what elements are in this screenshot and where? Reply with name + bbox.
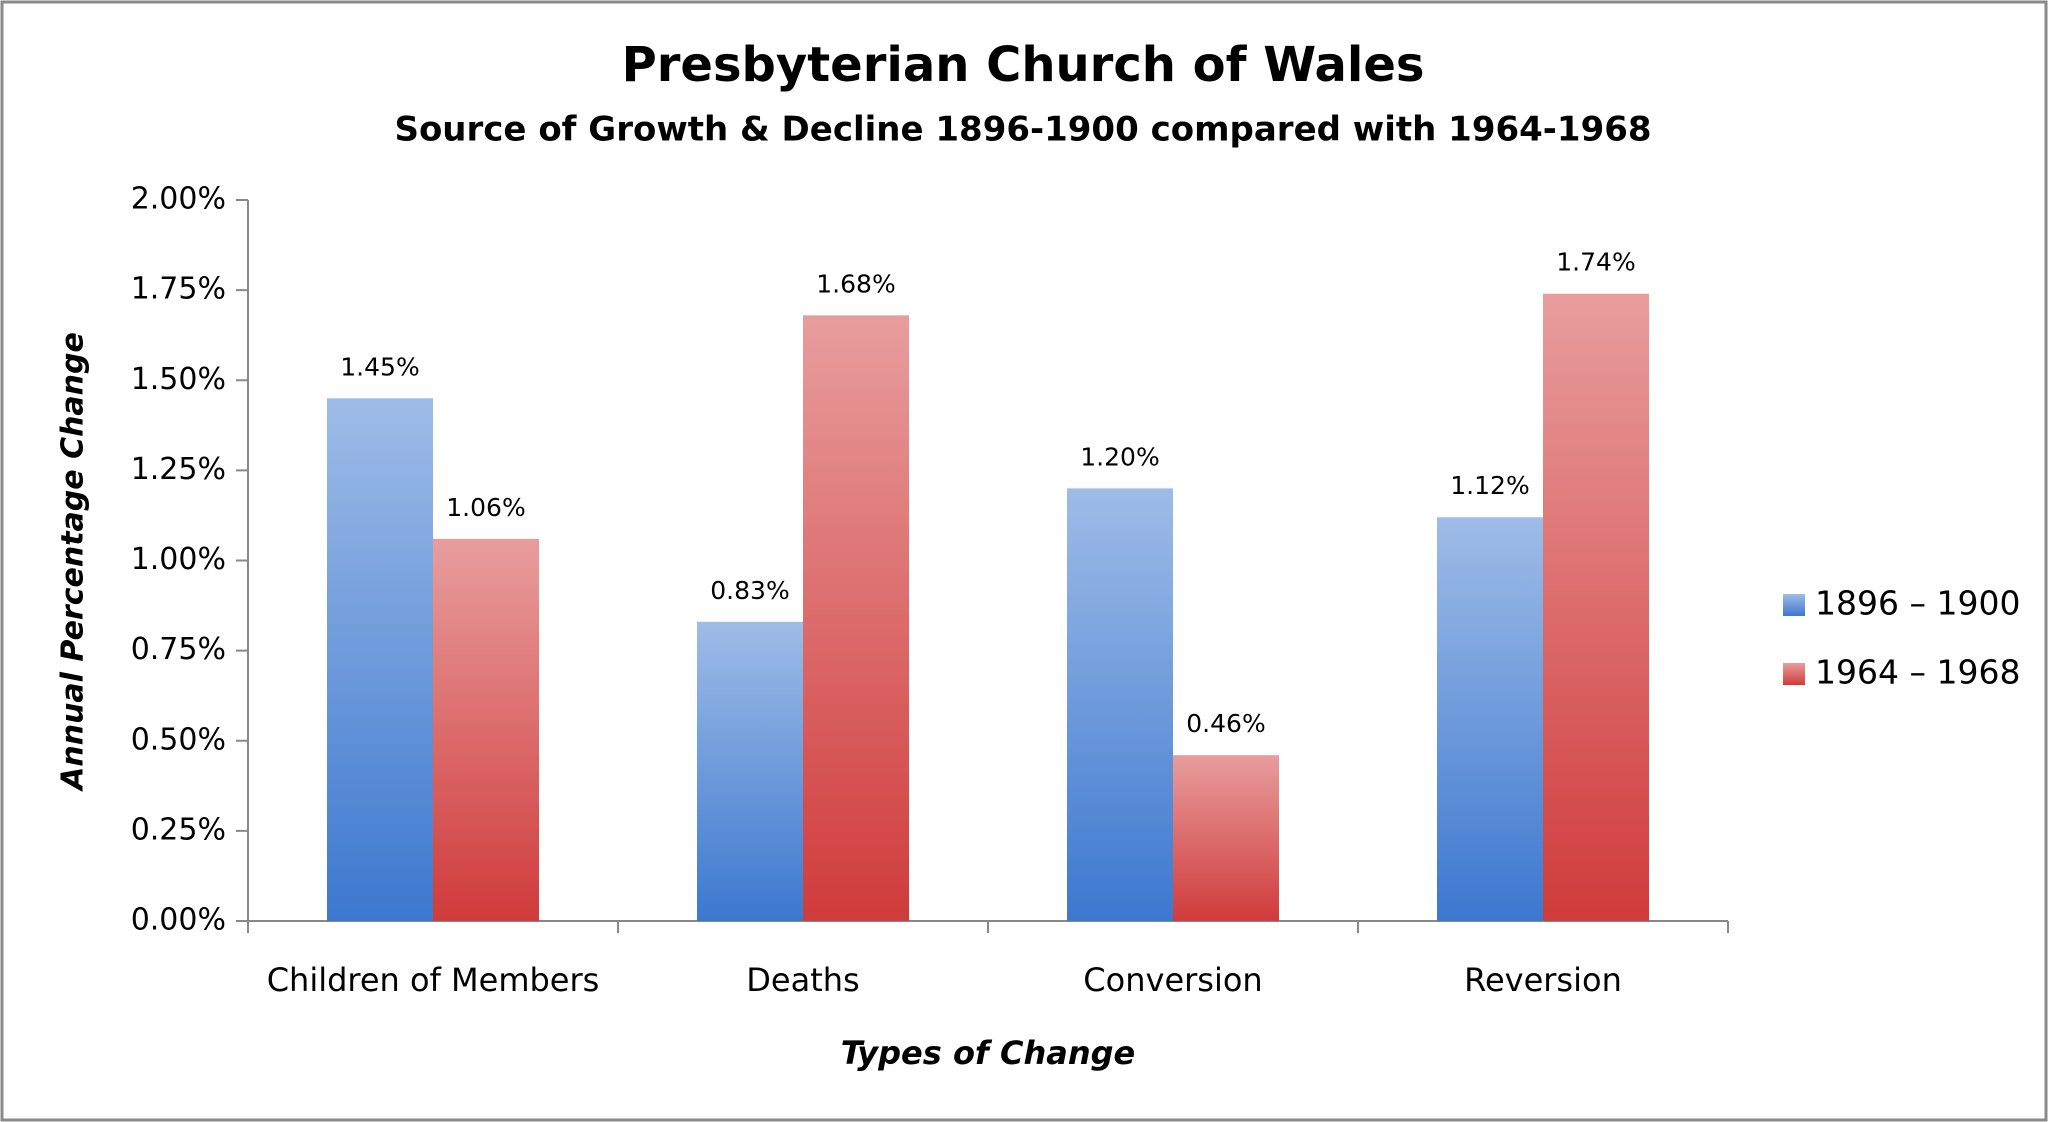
- legend-swatch: [1783, 594, 1805, 616]
- value-label: 0.83%: [710, 576, 789, 605]
- y-tick-label: 0.50%: [131, 722, 226, 757]
- y-tick-label: 0.75%: [131, 632, 226, 667]
- y-axis-label: Annual Percentage Change: [56, 332, 91, 792]
- bar: [1437, 517, 1543, 921]
- bar: [327, 398, 433, 921]
- x-axis-label: Types of Change: [841, 1034, 1135, 1072]
- x-tick-label: Deaths: [746, 961, 859, 999]
- y-tick-label: 1.50%: [131, 362, 226, 397]
- bar: [1067, 488, 1173, 921]
- y-tick-label: 0.25%: [131, 812, 226, 847]
- y-tick-label: 1.75%: [131, 272, 226, 307]
- y-tick-label: 0.00%: [131, 903, 226, 938]
- x-tick-label: Reversion: [1464, 961, 1622, 999]
- y-tick-label: 2.00%: [131, 182, 226, 217]
- y-tick-label: 1.00%: [131, 542, 226, 577]
- legend-label: 1964 – 1968: [1815, 653, 2020, 692]
- bar: [1173, 755, 1279, 921]
- value-label: 0.46%: [1186, 709, 1265, 738]
- value-label: 1.68%: [816, 269, 895, 298]
- bar: [433, 538, 539, 921]
- chart-title: Presbyterian Church of Wales: [622, 37, 1425, 93]
- bar: [1543, 293, 1649, 922]
- bar: [803, 315, 909, 921]
- x-tick-label: Conversion: [1083, 961, 1262, 999]
- y-tick-label: 1.25%: [131, 452, 226, 487]
- legend-label: 1896 – 1900: [1815, 584, 2020, 623]
- value-label: 1.74%: [1556, 248, 1635, 277]
- bar: [697, 621, 803, 921]
- chart-subtitle: Source of Growth & Decline 1896-1900 com…: [394, 110, 1651, 150]
- legend-swatch: [1783, 663, 1805, 685]
- value-label: 1.45%: [340, 352, 419, 381]
- value-label: 1.12%: [1450, 471, 1529, 500]
- x-tick-label: Children of Members: [267, 961, 600, 999]
- value-label: 1.20%: [1080, 442, 1159, 471]
- value-label: 1.06%: [446, 493, 525, 522]
